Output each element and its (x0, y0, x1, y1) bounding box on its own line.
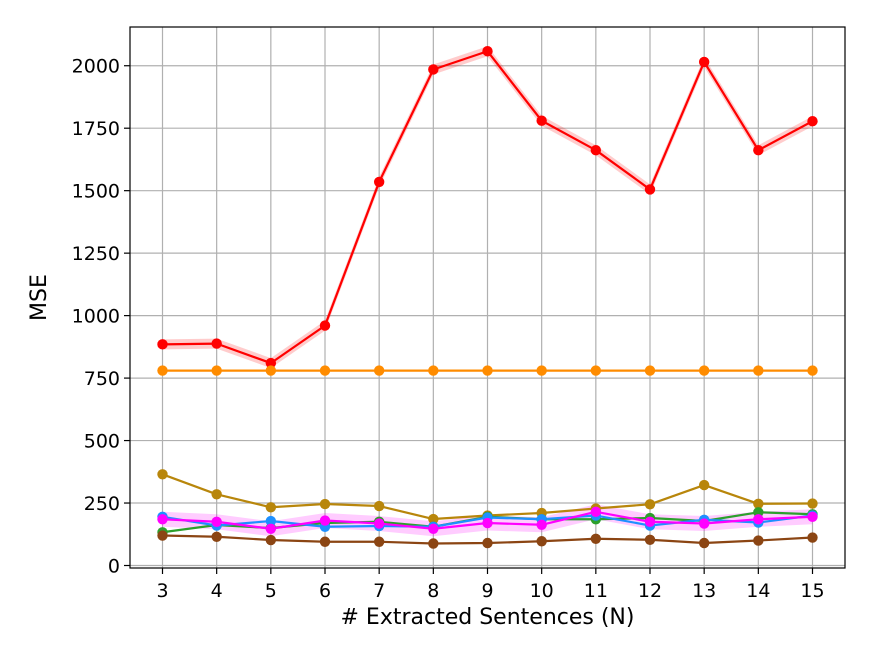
y-tick-label: 2000 (72, 56, 120, 78)
data-point (482, 537, 493, 549)
y-tick-label: 1000 (72, 306, 120, 328)
y-tick-label: 0 (108, 556, 120, 578)
y-tick-label: 1500 (72, 181, 120, 203)
data-point (807, 498, 818, 509)
data-point (753, 514, 764, 525)
x-tick-label: 5 (265, 580, 277, 602)
y-tick-label: 500 (84, 431, 120, 453)
x-tick-label: 12 (638, 580, 662, 602)
data-point (807, 532, 818, 543)
data-point (211, 338, 222, 349)
x-tick-label: 3 (156, 580, 168, 602)
x-tick-label: 10 (530, 580, 554, 602)
data-point (157, 469, 168, 480)
data-point (319, 365, 331, 376)
x-tick-label: 14 (746, 580, 770, 602)
data-point (536, 519, 547, 530)
data-point (698, 518, 710, 529)
y-axis-ticks: 0 250 500 750 1000 1250 1500 1750 2000 (72, 56, 130, 578)
data-point (644, 184, 656, 195)
data-point (157, 339, 168, 350)
data-point (265, 515, 277, 527)
data-point (265, 357, 277, 369)
x-tick-label: 7 (373, 580, 385, 602)
data-point (807, 116, 818, 127)
data-point (319, 320, 331, 331)
data-point (482, 46, 493, 57)
data-point (157, 530, 168, 541)
data-point (698, 365, 710, 376)
data-point (536, 536, 547, 547)
x-axis-label: # Extracted Sentences (N) (341, 605, 635, 630)
y-axis-label: MSE (27, 274, 52, 321)
data-point (373, 365, 385, 376)
x-tick-label: 11 (584, 580, 608, 602)
data-point (211, 365, 222, 376)
data-point (753, 144, 764, 156)
y-tick-label: 750 (84, 368, 120, 390)
x-tick-label: 9 (481, 580, 493, 602)
data-point (319, 515, 331, 526)
data-point (265, 534, 277, 546)
x-tick-label: 4 (211, 580, 223, 602)
data-point (319, 536, 331, 547)
x-tick-label: 6 (319, 580, 331, 602)
data-point (373, 536, 385, 547)
data-point (698, 537, 710, 549)
data-point (265, 502, 277, 513)
data-point (753, 535, 764, 546)
data-point (644, 534, 656, 545)
data-point (536, 365, 547, 376)
data-point (428, 365, 439, 376)
data-point (157, 365, 168, 376)
data-point (590, 506, 602, 517)
data-point (373, 518, 385, 529)
data-point (157, 514, 168, 525)
data-point (807, 365, 818, 376)
data-point (753, 498, 764, 509)
y-tick-label: 250 (84, 493, 120, 515)
x-axis-ticks: 3 4 5 6 7 8 9 10 11 12 13 14 15 (156, 568, 825, 602)
y-tick-label: 1750 (72, 118, 120, 140)
data-point (265, 523, 277, 534)
data-point (211, 516, 222, 527)
y-tick-label: 1250 (72, 243, 120, 265)
data-point (644, 365, 656, 376)
data-point (211, 489, 222, 500)
data-point (807, 511, 818, 522)
data-point (590, 533, 602, 544)
data-point (644, 499, 656, 510)
x-tick-label: 13 (692, 580, 716, 602)
data-point (428, 523, 439, 534)
data-point (373, 500, 385, 512)
data-point (753, 365, 764, 376)
data-point (698, 479, 710, 491)
data-point (482, 517, 493, 529)
data-point (698, 56, 710, 68)
grid (130, 27, 845, 568)
data-point (482, 365, 493, 376)
data-point (319, 498, 331, 510)
data-point (644, 516, 656, 527)
x-tick-label: 15 (800, 580, 824, 602)
data-point (590, 365, 602, 376)
x-tick-label: 8 (427, 580, 439, 602)
data-point (211, 531, 222, 542)
data-point (536, 115, 547, 126)
data-point (265, 365, 277, 376)
data-point (428, 64, 439, 75)
data-point (428, 538, 439, 549)
data-point (428, 513, 439, 525)
data-point (373, 176, 385, 188)
data-point (590, 144, 602, 156)
series-points (157, 46, 818, 549)
